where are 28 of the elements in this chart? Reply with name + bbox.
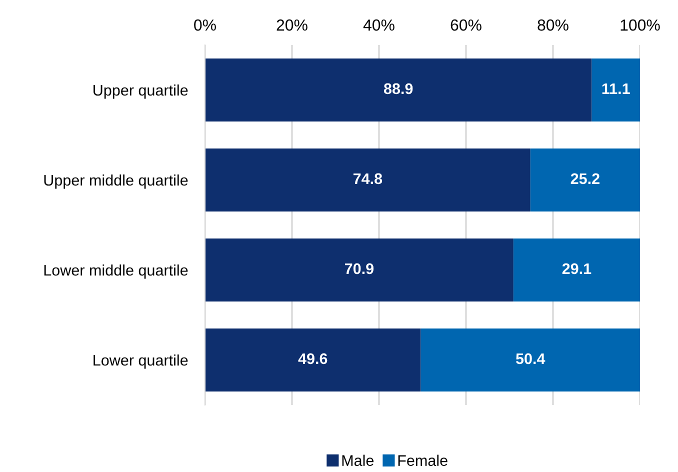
data-label: 49.6 [298,353,328,364]
bar [205,148,530,212]
bar [420,328,640,392]
legend-label: Male [342,454,374,466]
bar [592,58,640,122]
bar [205,238,514,302]
x-tick-label: 40% [363,19,394,31]
x-tick-label: 100% [620,19,660,31]
legend-label: Female [398,454,448,466]
bar [513,238,640,302]
data-label: 11.1 [602,83,630,94]
data-label: 29.1 [562,263,592,274]
data-label: 70.9 [345,263,374,274]
bar [205,58,592,122]
x-tick-label: 60% [450,19,482,31]
x-tick-label: 20% [276,19,308,31]
x-tick-label: 80% [538,19,568,31]
data-label: 74.8 [353,173,382,184]
data-label: 25.2 [570,173,600,184]
x-tick-label: 0% [194,19,216,31]
y-tick-label: Upper middle quartile [44,174,188,189]
y-tick-label: Lower middle quartile [44,264,188,279]
y-tick-label: Upper quartile [94,84,188,99]
data-label: 88.9 [384,83,413,94]
bar [205,328,421,392]
data-label: 50.4 [516,353,546,364]
bar [530,148,640,212]
y-tick-label: Lower quartile [94,354,188,369]
